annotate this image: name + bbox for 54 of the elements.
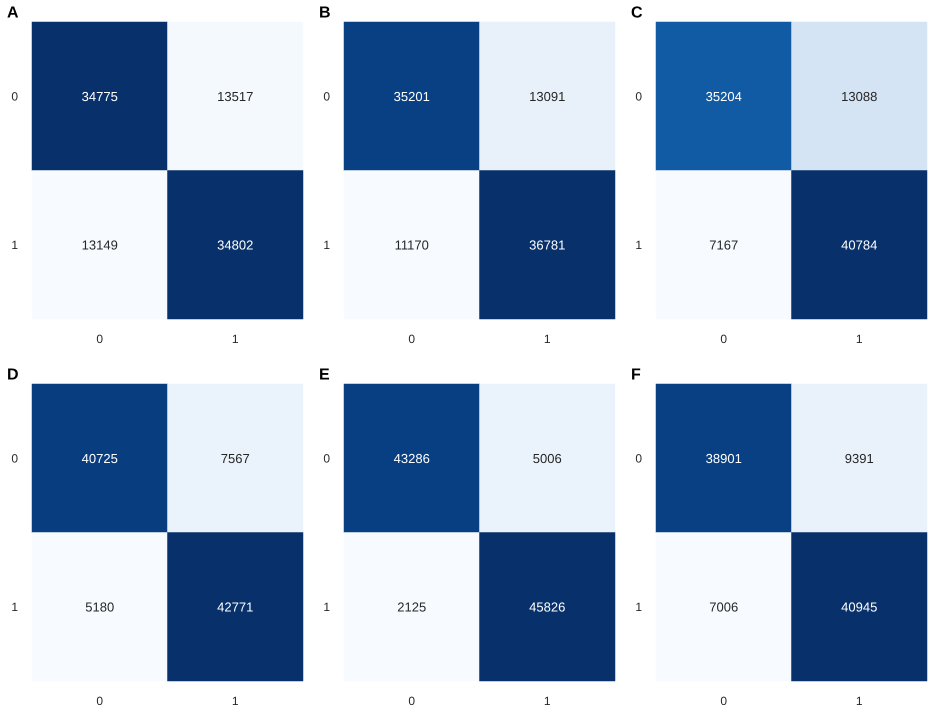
x-tick-label: 1 [856, 694, 863, 708]
data-label: 11170 [394, 237, 429, 252]
x-tick-label: 0 [96, 694, 104, 708]
x-tick-label: 1 [544, 694, 551, 708]
data-label: 5006 [532, 450, 562, 466]
data-label: 13149 [82, 237, 118, 252]
y-tick-label: 0 [11, 89, 18, 104]
y-tick-label: 0 [635, 451, 642, 466]
y-tick-label: 1 [11, 600, 18, 614]
x-tick-label: 0 [408, 694, 416, 708]
chart-title: B [319, 4, 331, 22]
data-label: 7006 [709, 599, 738, 614]
data-label: 45826 [529, 599, 566, 614]
y-tick-label: 0 [323, 89, 330, 104]
data-label: 40945 [841, 599, 878, 614]
data-label: 5180 [85, 599, 114, 614]
chart-title: E [319, 366, 330, 384]
y-tick-label: 1 [323, 600, 330, 614]
x-tick-label: 1 [856, 332, 863, 346]
x-tick-label: 0 [96, 332, 104, 346]
x-tick-label: 1 [544, 332, 551, 346]
x-tick-label: 1 [232, 332, 239, 346]
y-tick-label: 0 [635, 89, 642, 104]
x-tick-label: 0 [720, 332, 728, 346]
data-label: 42771 [217, 599, 254, 614]
x-tick-label: 0 [720, 694, 728, 708]
chart-title: F [631, 366, 641, 384]
data-label: 2125 [397, 599, 426, 614]
data-label: 13091 [529, 88, 566, 104]
chart-title: A [7, 4, 19, 22]
y-tick-label: 1 [11, 238, 18, 252]
chart-title: C [631, 4, 643, 22]
data-label: 36781 [529, 237, 566, 252]
data-label: 43286 [394, 450, 430, 466]
y-tick-label: 0 [323, 451, 330, 466]
data-label: 35204 [706, 88, 742, 104]
x-tick-label: 1 [232, 694, 239, 708]
data-label: 40725 [82, 450, 118, 466]
data-label: 7567 [220, 450, 250, 466]
data-label: 38901 [706, 450, 742, 466]
y-tick-label: 1 [635, 600, 642, 614]
data-label: 35201 [394, 88, 430, 104]
data-label: 13517 [217, 88, 254, 104]
data-label: 34802 [217, 237, 254, 252]
chart-title: D [7, 366, 19, 384]
data-label: 40784 [841, 237, 878, 252]
data-label: 7167 [709, 237, 738, 252]
data-label: 13088 [841, 88, 878, 104]
y-tick-label: 0 [11, 451, 18, 466]
y-tick-label: 1 [635, 238, 642, 252]
y-tick-label: 1 [323, 238, 330, 252]
x-tick-label: 0 [408, 332, 416, 346]
data-label: 34775 [82, 88, 118, 104]
data-label: 9391 [844, 450, 874, 466]
